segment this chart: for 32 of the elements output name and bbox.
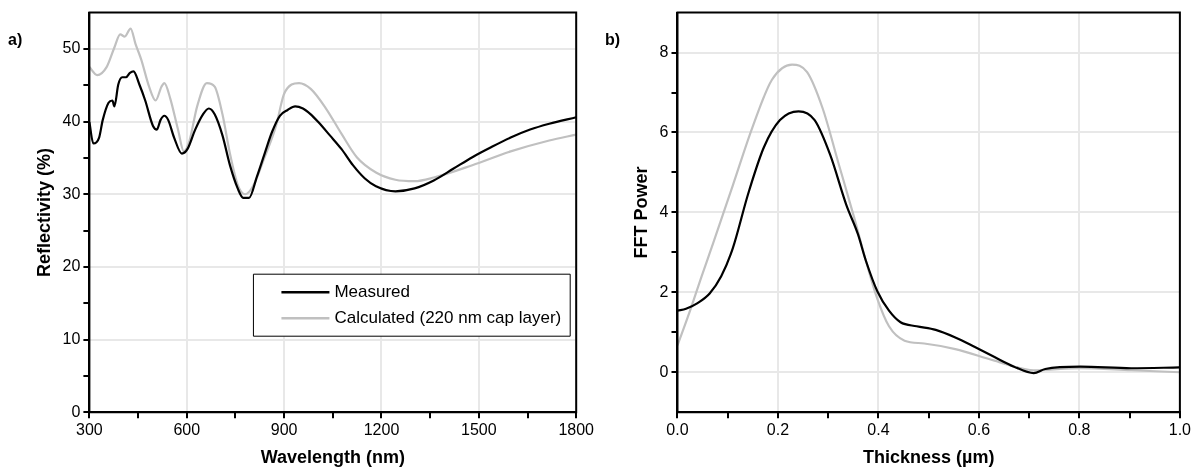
x-tick-label: 1200 <box>363 421 400 439</box>
legend-label: Calculated (220 nm cap layer) <box>334 307 562 327</box>
y-tick-label: 2 <box>659 282 669 300</box>
x-tick-label: 0.0 <box>666 421 689 439</box>
y-tick-label: 4 <box>659 202 669 220</box>
legend-label: Measured <box>334 281 411 301</box>
y-axis-title: Reflectivity (%) <box>33 147 54 277</box>
x-tick-label: 600 <box>173 421 201 439</box>
y-axis-title: FFT Power <box>630 166 651 259</box>
y-tick-label: 40 <box>62 111 81 129</box>
text: a) <box>8 31 23 49</box>
y-tick-label: 10 <box>62 329 81 347</box>
x-tick-label: 0.8 <box>1068 421 1091 439</box>
x-tick-label: 1500 <box>461 421 497 439</box>
y-tick-label: 20 <box>62 257 81 275</box>
text: b) <box>605 31 621 49</box>
x-tick-label: 0.2 <box>766 421 790 439</box>
y-tick-label: 50 <box>62 39 81 57</box>
y-tick-label: 0 <box>659 362 669 380</box>
x-tick-label: 900 <box>270 421 298 439</box>
x-tick-label: 0.4 <box>867 421 890 439</box>
y-tick-label: 30 <box>62 184 81 202</box>
y-tick-label: 0 <box>71 402 81 420</box>
x-tick-label: 300 <box>76 421 103 439</box>
x-axis-title: Thickness (µm) <box>862 447 995 468</box>
line-series <box>677 63 1180 374</box>
x-tick-label: 1800 <box>558 421 595 439</box>
x-axis-title: Wavelength (nm) <box>260 447 405 468</box>
y-tick-label: 6 <box>659 122 669 140</box>
y-tick-label: 8 <box>659 42 669 60</box>
x-tick-label: 0.6 <box>967 421 991 439</box>
x-tick-label: 1.0 <box>1168 421 1192 439</box>
